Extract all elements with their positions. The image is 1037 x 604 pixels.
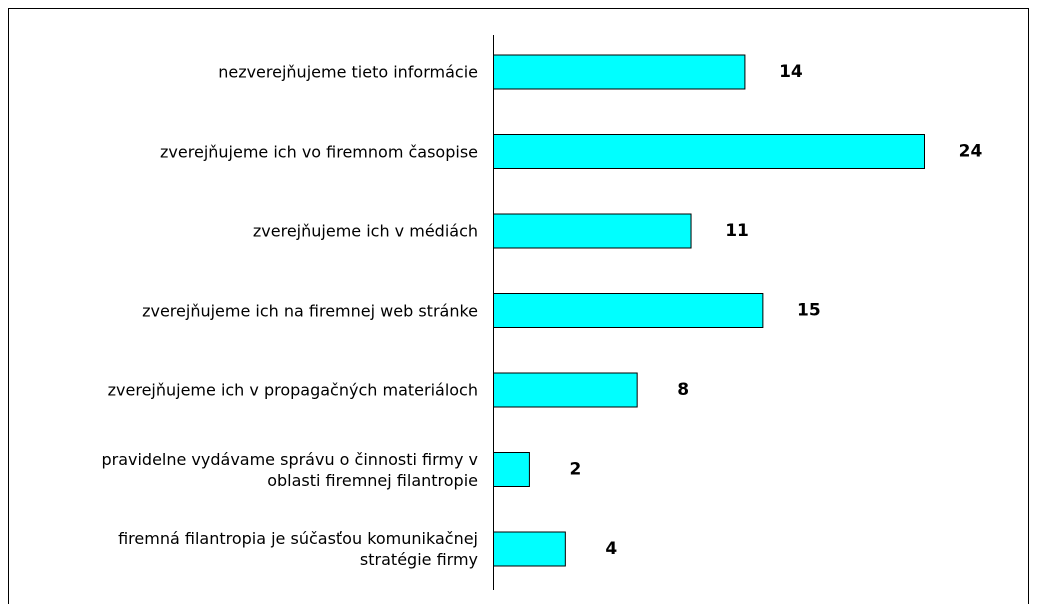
category-label: nezverejňujeme tieto informácie [218, 62, 478, 82]
value-label: 24 [959, 142, 983, 162]
category-label: zverejňujeme ich v propagačných materiál… [107, 380, 478, 400]
category-label: zverejňujeme ich na firemnej web stránke [142, 301, 478, 320]
value-label: 2 [569, 460, 581, 480]
value-label: 15 [797, 301, 821, 321]
category-label: firemná filantropia je súčasťou komunika… [118, 529, 478, 569]
value-label: 8 [677, 380, 689, 400]
value-label: 4 [605, 539, 617, 559]
bar [493, 293, 764, 328]
value-label: 11 [725, 221, 749, 241]
bar [493, 452, 530, 487]
value-label: 14 [779, 62, 803, 82]
bar [493, 54, 746, 90]
bar [493, 134, 925, 169]
bar [493, 531, 566, 567]
category-label: zverejňujeme ich vo firemnom časopise [160, 142, 478, 161]
category-label: zverejňujeme ich v médiách [252, 221, 478, 241]
chart-border [8, 8, 1029, 604]
bar [493, 213, 692, 249]
category-label: pravidelne vydávame správu o činnosti fi… [101, 449, 478, 490]
bar [493, 372, 638, 408]
